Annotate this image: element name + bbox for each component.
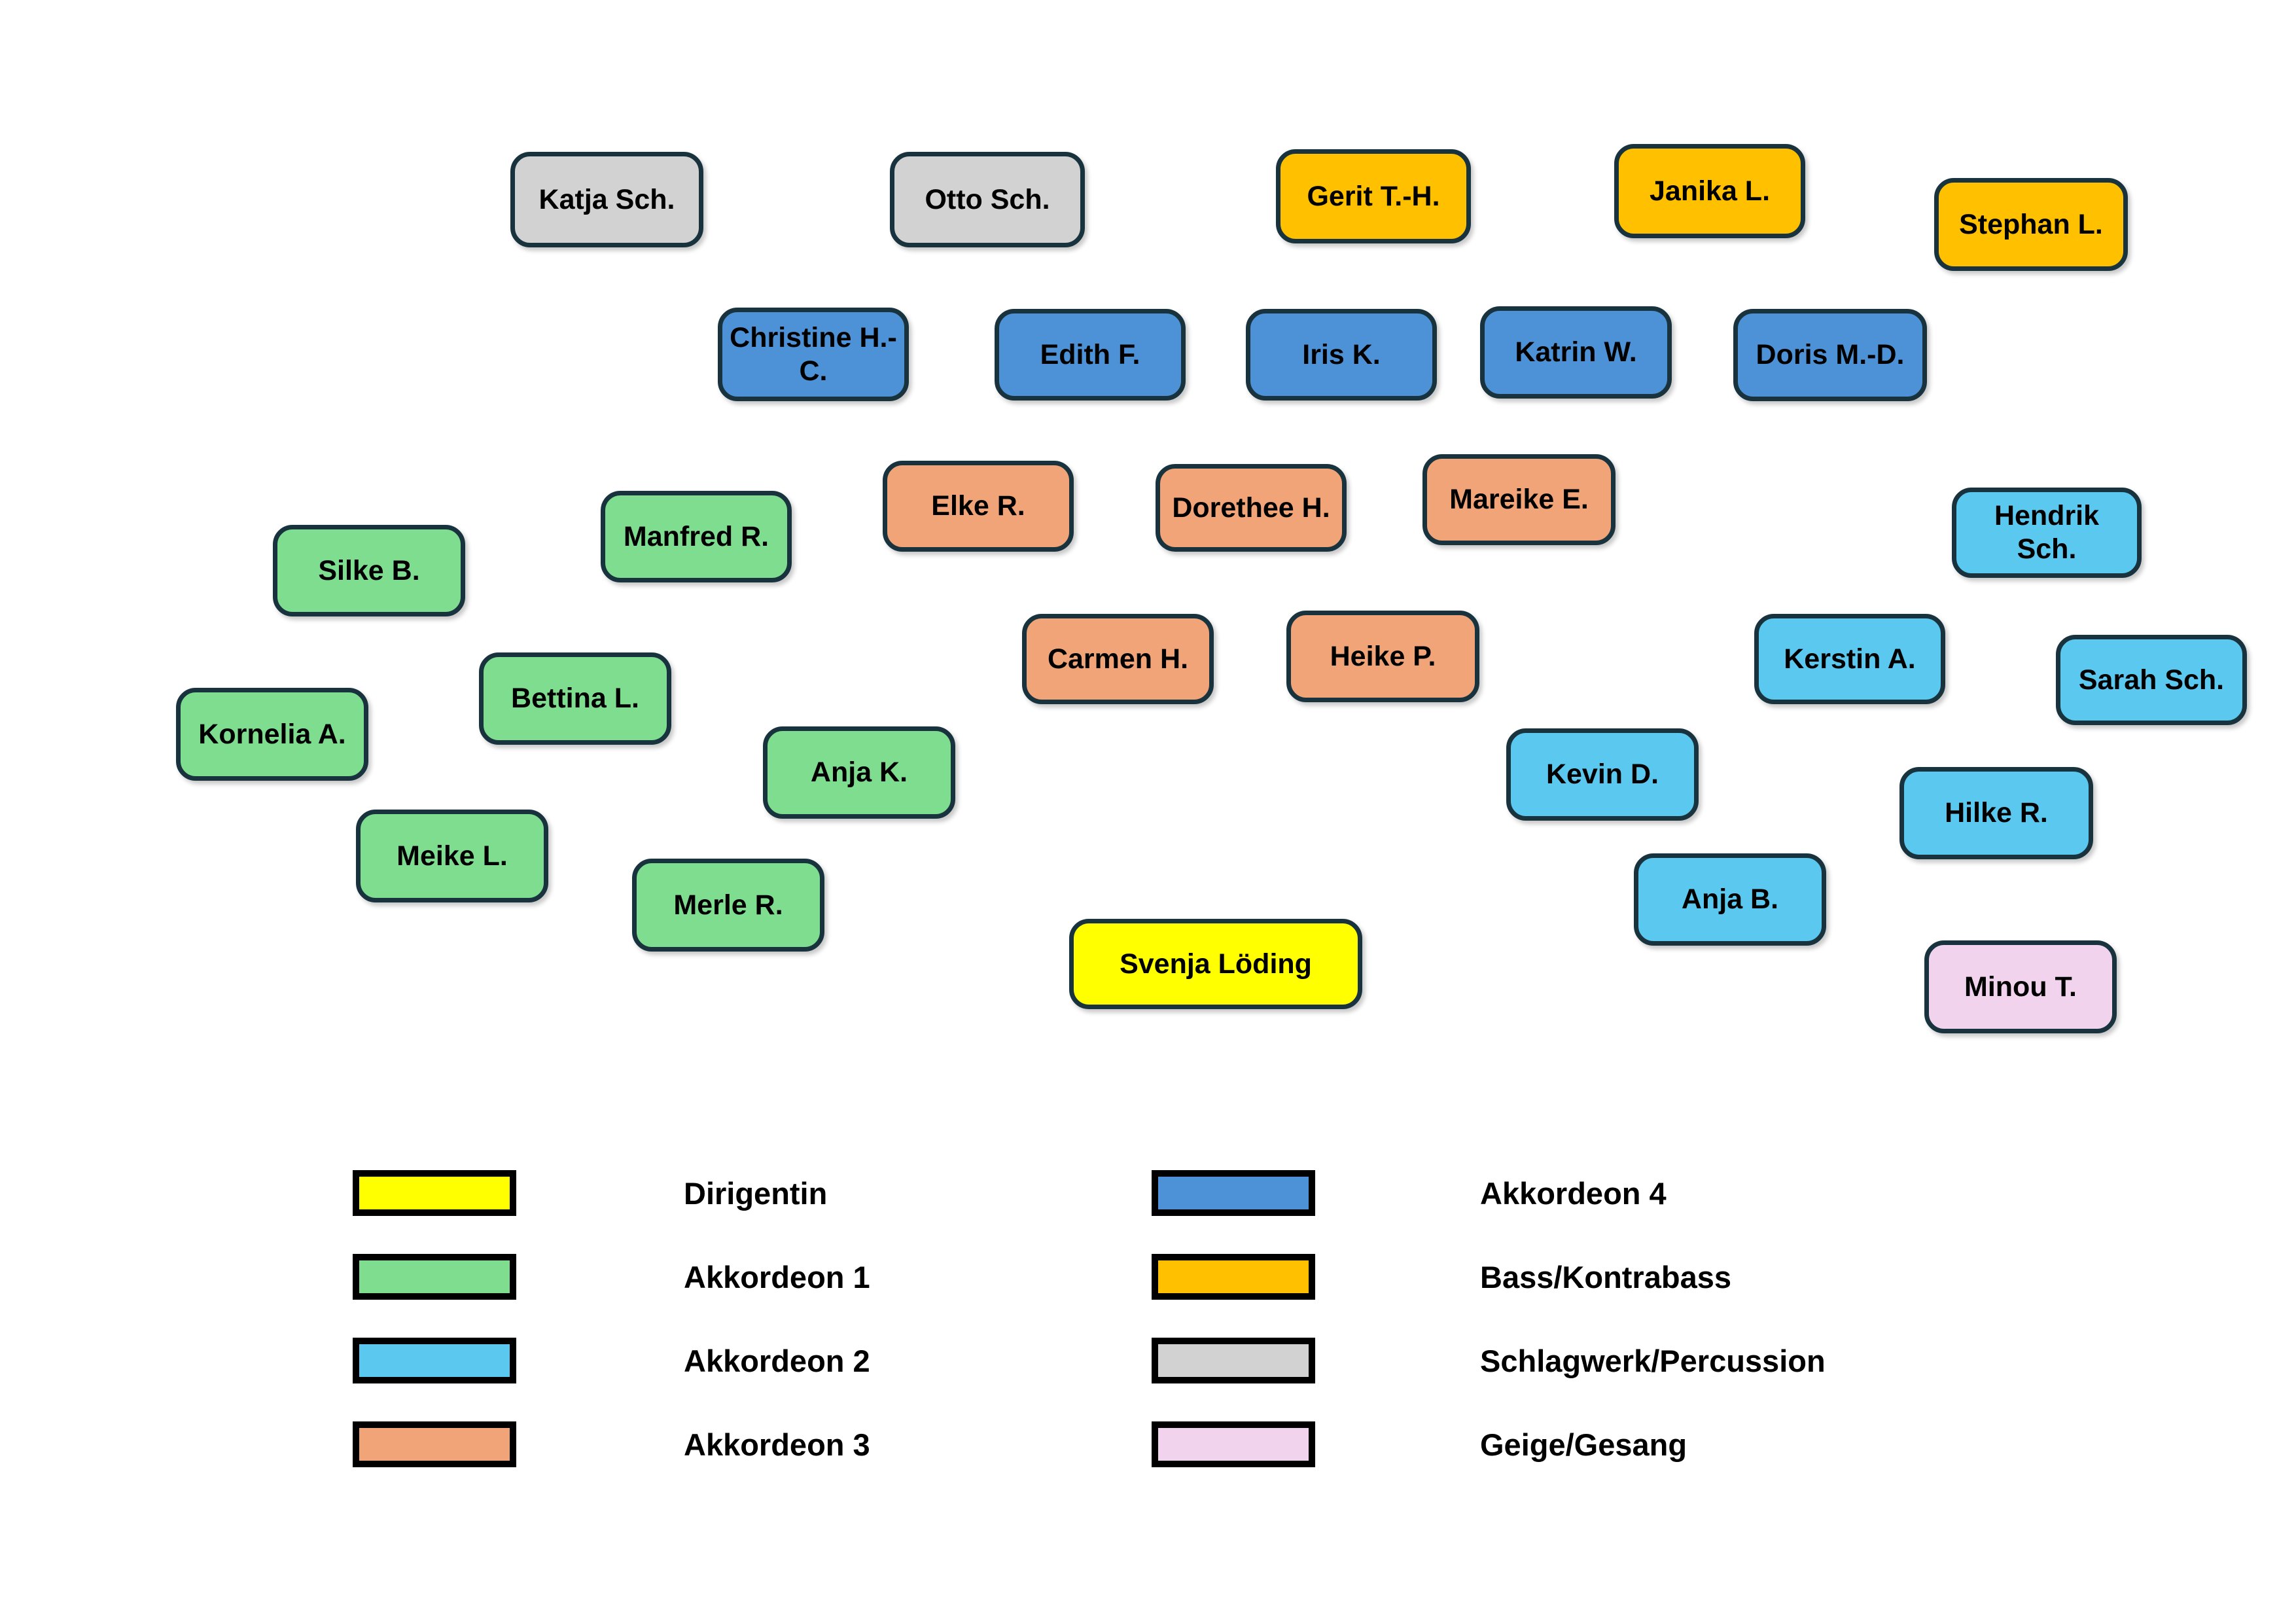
seat-label: Stephan L.: [1959, 208, 2103, 240]
seat-anja-k: Anja K.: [763, 726, 955, 819]
legend-swatch-akkordeon3: [353, 1421, 516, 1467]
seat-label: Katrin W.: [1515, 336, 1637, 368]
legend-swatch-akkordeon1: [353, 1254, 516, 1300]
seat-kevin-d: Kevin D.: [1506, 728, 1699, 821]
seat-bettina-l: Bettina L.: [479, 652, 671, 745]
seat-label: Sarah Sch.: [2078, 664, 2225, 696]
seat-label: Otto Sch.: [925, 183, 1050, 215]
seat-label: Hilke R.: [1945, 797, 2048, 829]
seat-label: Edith F.: [1040, 338, 1140, 370]
seat-label: Kornelia A.: [198, 718, 346, 750]
seat-label: Heike P.: [1330, 640, 1436, 672]
seat-meike-l: Meike L.: [356, 810, 548, 902]
seat-hendrik-sch: Hendrik Sch.: [1952, 488, 2142, 578]
seat-label: Anja B.: [1681, 883, 1779, 916]
seat-label: Gerit T.-H.: [1307, 180, 1440, 212]
seat-carmen-h: Carmen H.: [1022, 614, 1214, 704]
seat-hilke-r: Hilke R.: [1899, 767, 2093, 859]
seat-label: Hendrik Sch.: [1994, 500, 2100, 565]
seat-katrin-w: Katrin W.: [1480, 306, 1672, 399]
seat-otto-sch: Otto Sch.: [890, 152, 1085, 247]
seat-label: Dorethee H.: [1172, 491, 1330, 524]
seat-edith-f: Edith F.: [995, 309, 1186, 401]
seat-stephan-l: Stephan L.: [1934, 178, 2128, 271]
seat-janika-l: Janika L.: [1614, 144, 1805, 238]
legend-swatch-akkordeon2: [353, 1338, 516, 1383]
seat-label: Minou T.: [1964, 971, 2077, 1003]
seat-doris-m-d: Doris M.-D.: [1733, 309, 1927, 401]
seat-label: Christine H.- C.: [730, 321, 897, 387]
seat-label: Janika L.: [1649, 175, 1771, 207]
legend-label-dirigentin: Dirigentin: [684, 1175, 828, 1211]
legend-label-bass: Bass/Kontrabass: [1480, 1259, 1731, 1294]
seat-manfred-r: Manfred R.: [601, 491, 792, 582]
seat-label: Kevin D.: [1545, 758, 1659, 791]
seat-mareike-e: Mareike E.: [1422, 454, 1616, 545]
seat-label: Merle R.: [673, 889, 783, 921]
seat-minou-t: Minou T.: [1924, 940, 2117, 1033]
legend-label-schlagwerk: Schlagwerk/Percussion: [1480, 1343, 1826, 1378]
seat-heike-p: Heike P.: [1286, 611, 1479, 702]
legend-swatch-bass: [1152, 1254, 1315, 1300]
seat-label: Meike L.: [397, 840, 508, 872]
seat-label: Katja Sch.: [539, 183, 675, 215]
seat-silke-b: Silke B.: [273, 525, 465, 616]
seat-kerstin-a: Kerstin A.: [1754, 614, 1945, 704]
seat-katja-sch: Katja Sch.: [510, 152, 703, 247]
seat-gerit-t-h: Gerit T.-H.: [1276, 149, 1471, 243]
legend-label-akkordeon2: Akkordeon 2: [684, 1343, 870, 1378]
seat-label: Elke R.: [931, 490, 1025, 522]
seat-label: Manfred R.: [623, 520, 769, 552]
seat-label: Kerstin A.: [1784, 643, 1916, 675]
legend-label-akkordeon3: Akkordeon 3: [684, 1427, 870, 1462]
seat-elke-r: Elke R.: [883, 461, 1074, 552]
seat-sarah-sch: Sarah Sch.: [2056, 635, 2247, 725]
seat-label: Anja K.: [810, 757, 908, 789]
seat-label: Mareike E.: [1449, 484, 1589, 516]
seat-label: Bettina L.: [511, 683, 639, 715]
seat-label: Svenja Löding: [1120, 948, 1312, 980]
legend-label-geige: Geige/Gesang: [1480, 1427, 1687, 1462]
legend-swatch-geige: [1152, 1421, 1315, 1467]
seat-label: Iris K.: [1302, 338, 1381, 370]
legend-swatch-akkordeon4: [1152, 1170, 1315, 1216]
legend-swatch-schlagwerk: [1152, 1338, 1315, 1383]
seat-anja-b: Anja B.: [1634, 853, 1826, 946]
seat-christine-h-c: Christine H.- C.: [718, 308, 909, 401]
legend-label-akkordeon4: Akkordeon 4: [1480, 1175, 1667, 1211]
seat-svenja-löding: Svenja Löding: [1069, 919, 1362, 1009]
legend-label-akkordeon1: Akkordeon 1: [684, 1259, 870, 1294]
seat-label: Doris M.-D.: [1756, 339, 1905, 371]
seat-iris-k: Iris K.: [1246, 309, 1437, 401]
seat-label: Silke B.: [318, 554, 420, 586]
seat-merle-r: Merle R.: [632, 859, 824, 952]
legend-swatch-dirigentin: [353, 1170, 516, 1216]
seat-dorethee-h: Dorethee H.: [1156, 464, 1347, 552]
seat-label: Carmen H.: [1047, 643, 1189, 675]
seat-kornelia-a: Kornelia A.: [176, 688, 368, 781]
